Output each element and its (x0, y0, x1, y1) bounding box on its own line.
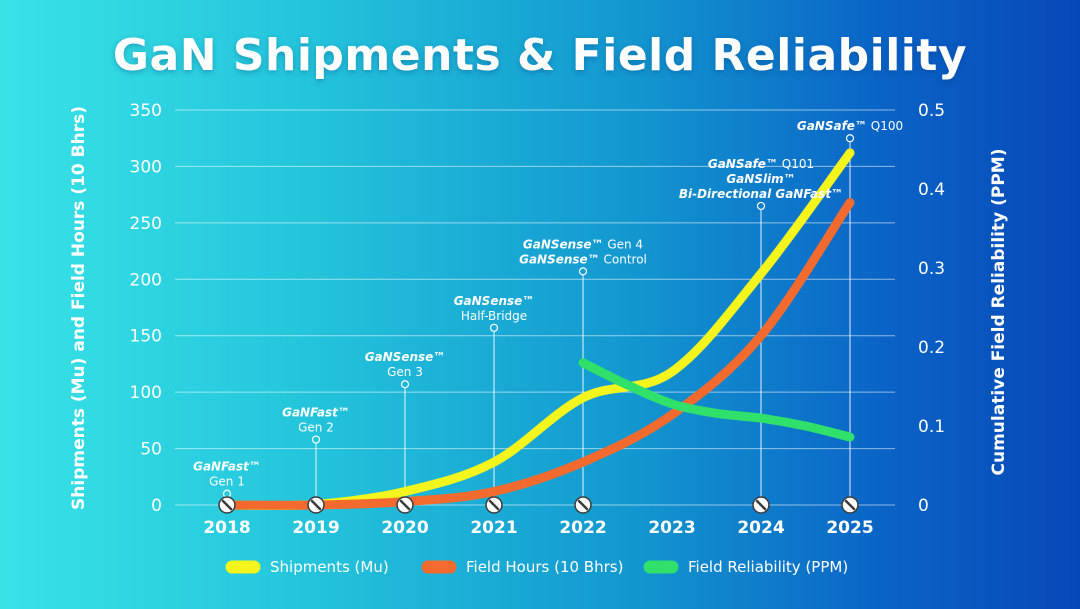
legend-label: Field Hours (10 Bhrs) (466, 558, 623, 576)
x-tick-label: 2025 (826, 518, 873, 538)
milestone-label: Gen 1 (209, 475, 245, 489)
milestone-leader-dot (756, 201, 766, 211)
y-tick-label: 50 (140, 440, 162, 460)
milestone-brand: GaNSense™ (365, 350, 446, 364)
milestone-marker-slash (310, 499, 322, 511)
x-tick-label: 2022 (559, 518, 606, 538)
milestone-brand: GaNSafe™ (797, 119, 867, 133)
legend-label: Shipments (Mu) (270, 558, 389, 576)
milestone-text: Control (600, 252, 647, 266)
right-axis-ticks: 0 0.1 0.2 0.3 0.4 0.5 (918, 101, 945, 516)
x-tick-label: 2024 (737, 518, 784, 538)
milestone-marker-slash (755, 499, 767, 511)
milestone-brand: GaNFast™ (282, 406, 350, 420)
milestone-label: GaNFast™ (193, 460, 261, 474)
milestone-brand: GaNSlim™ (726, 172, 795, 186)
milestone-label: GaNSense™ Control (519, 252, 647, 266)
milestone-brand: GaNSense™ (519, 252, 600, 266)
chart-title: GaN Shipments & Field Reliability (112, 30, 968, 81)
milestone-brand: Bi-Directional GaNFast™ (679, 187, 843, 201)
series-line (578, 358, 855, 442)
milestone-leader-dot (578, 267, 588, 276)
y-tick-label: 200 (130, 270, 162, 290)
series-line (222, 148, 855, 511)
milestone-label: GaNFast™ (282, 406, 350, 420)
y-tick-label: 300 (130, 157, 162, 177)
series-line (222, 198, 855, 510)
y-tick-label: 100 (130, 383, 162, 403)
x-tick-label: 2019 (292, 518, 339, 538)
milestone-text: Half-Bridge (461, 309, 527, 323)
milestone-label: GaNSense™ (454, 294, 535, 308)
y2-tick-label: 0.5 (918, 101, 945, 121)
milestone-label: Bi-Directional GaNFast™ (679, 187, 843, 201)
x-axis-ticks: 2018 2019 2020 2021 2022 2023 2024 2025 (203, 518, 873, 538)
milestone-text: Q101 (778, 157, 814, 171)
y2-tick-label: 0.3 (918, 259, 945, 279)
milestone-brand: GaNSafe™ (708, 157, 778, 171)
y2-axis-title: Cumulative Field Reliability (PPM) (989, 149, 1009, 476)
y2-tick-label: 0.4 (918, 180, 945, 200)
milestone-text: Gen 4 (604, 237, 644, 251)
left-axis-ticks: 0 50 100 150 200 250 300 350 (130, 101, 162, 516)
milestone-label: GaNSense™ Gen 4 (523, 237, 643, 251)
milestone-label: GaNSlim™ (726, 172, 795, 186)
y2-tick-label: 0.2 (918, 338, 945, 358)
x-tick-label: 2021 (470, 518, 517, 538)
y-tick-label: 0 (151, 496, 162, 516)
milestone-brand: GaNSense™ (454, 294, 535, 308)
milestone-marker-slash (399, 499, 411, 511)
milestone-text: Q100 (867, 119, 903, 133)
milestone-label: GaNSafe™ Q101 (708, 157, 814, 171)
milestone-leader-dot (311, 435, 321, 444)
milestone-marker-slash (221, 499, 233, 511)
milestone-label: GaNSafe™ Q100 (797, 119, 903, 133)
milestone-brand: GaNFast™ (193, 460, 261, 474)
legend: Shipments (Mu) Field Hours (10 Bhrs) Field… (225, 558, 848, 576)
y2-tick-label: 0 (918, 496, 929, 516)
y-tick-label: 150 (130, 327, 162, 347)
series-lines (222, 148, 855, 511)
milestone-marker-slash (577, 499, 589, 511)
milestone-label: Gen 3 (387, 365, 423, 379)
milestone-leader-dot (400, 380, 410, 389)
milestone-text: Gen 3 (387, 365, 423, 379)
legend-label: Field Reliability (PPM) (688, 558, 848, 576)
x-tick-label: 2018 (203, 518, 250, 538)
milestone-label: GaNSense™ (365, 350, 446, 364)
x-tick-label: 2023 (648, 518, 695, 538)
milestone-label: Gen 2 (298, 421, 334, 435)
milestone-leader-dot (845, 134, 855, 143)
milestone-leader-dot (489, 323, 499, 332)
milestone-marker-slash (488, 499, 500, 511)
milestone-markers (218, 496, 859, 514)
milestone-marker-slash (844, 499, 856, 511)
y2-tick-label: 0.1 (918, 417, 945, 437)
milestone-text: Gen 2 (298, 421, 334, 435)
milestone-brand: GaNSense™ (523, 237, 604, 251)
y-axis-title: Shipments (Mu) and Field Hours (10 Bhrs) (69, 106, 89, 510)
y-tick-label: 350 (130, 101, 162, 121)
milestone-leader-dot (222, 489, 232, 498)
x-tick-label: 2020 (381, 518, 428, 538)
y-tick-label: 250 (130, 214, 162, 234)
milestone-text: Gen 1 (209, 475, 245, 489)
milestone-label: Half-Bridge (461, 309, 527, 323)
